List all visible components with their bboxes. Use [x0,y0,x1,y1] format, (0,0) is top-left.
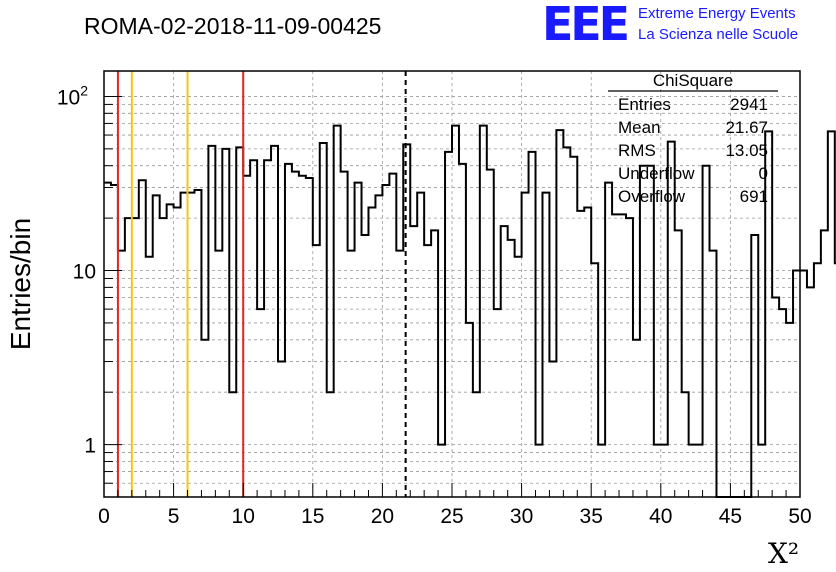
x-tick-label: 30 [510,505,533,528]
y-tick-label: 10 [73,261,96,284]
eee-logo-mark: EEE [542,0,630,51]
chart-title: ROMA-02-2018-11-09-00425 [84,13,381,39]
stats-value-mean: 21.67 [725,118,768,137]
x-tick-label: 5 [168,505,180,528]
logo-line-2: La Scienza nelle Scuole [638,26,798,43]
histogram-outline [104,124,836,498]
marker-lines [116,71,407,497]
x-tick-label: 50 [788,505,811,528]
x-tick-label: 35 [580,505,603,528]
stats-value-entries: 2941 [730,95,768,114]
x-tick-label: 0 [98,505,110,528]
y-tick-exponent: 2 [80,82,88,98]
stats-label-underflow: Underflow [618,164,695,183]
x-tick-label: 40 [649,505,672,528]
x-tick-label: 25 [440,505,463,528]
stats-value-rms: 13.05 [725,141,768,160]
grid [104,71,800,498]
stats-box: ChiSquare Entries 2941 Mean 21.67 RMS 13… [608,71,778,206]
x-tick-label: 45 [719,505,742,528]
y-axis-label: Entries/bin [5,218,36,350]
x-tick-label: 20 [371,505,394,528]
x-axis-label: X² [768,537,799,570]
y-tick-label: 1 [84,435,96,458]
stats-label-entries: Entries [618,95,671,114]
x-tick-label: 15 [301,505,324,528]
stats-label-rms: RMS [618,141,656,160]
stats-value-underflow: 0 [759,164,768,183]
x-tick-label: 10 [232,505,255,528]
histogram-series [104,124,836,498]
stats-label-overflow: Overflow [618,187,686,206]
stats-title: ChiSquare [653,71,733,90]
y-tick-label: 102 [57,82,88,109]
logo-line-1: Extreme Energy Events [638,5,796,22]
stats-value-overflow: 691 [740,187,768,206]
stats-label-mean: Mean [618,118,661,137]
